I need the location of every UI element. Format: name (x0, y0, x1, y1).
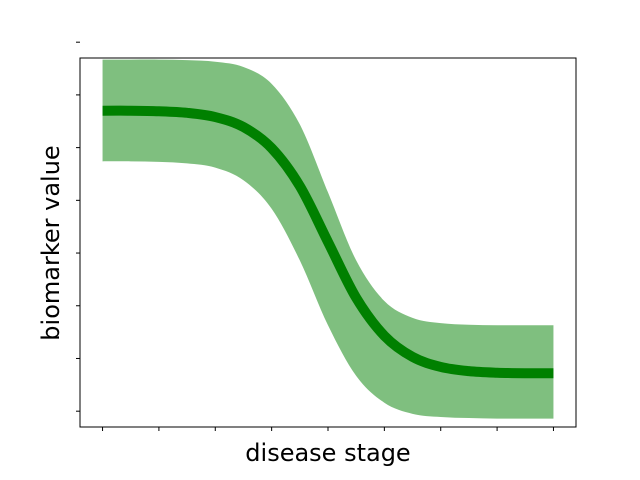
mean-curve (102, 105, 554, 379)
x-axis-label: disease stage (245, 439, 410, 467)
plot-area (102, 59, 554, 419)
y-axis-label: biomarker value (37, 145, 65, 340)
y-ticks (76, 41, 80, 412)
x-ticks (102, 427, 554, 431)
mean-line-layer (102, 105, 554, 379)
